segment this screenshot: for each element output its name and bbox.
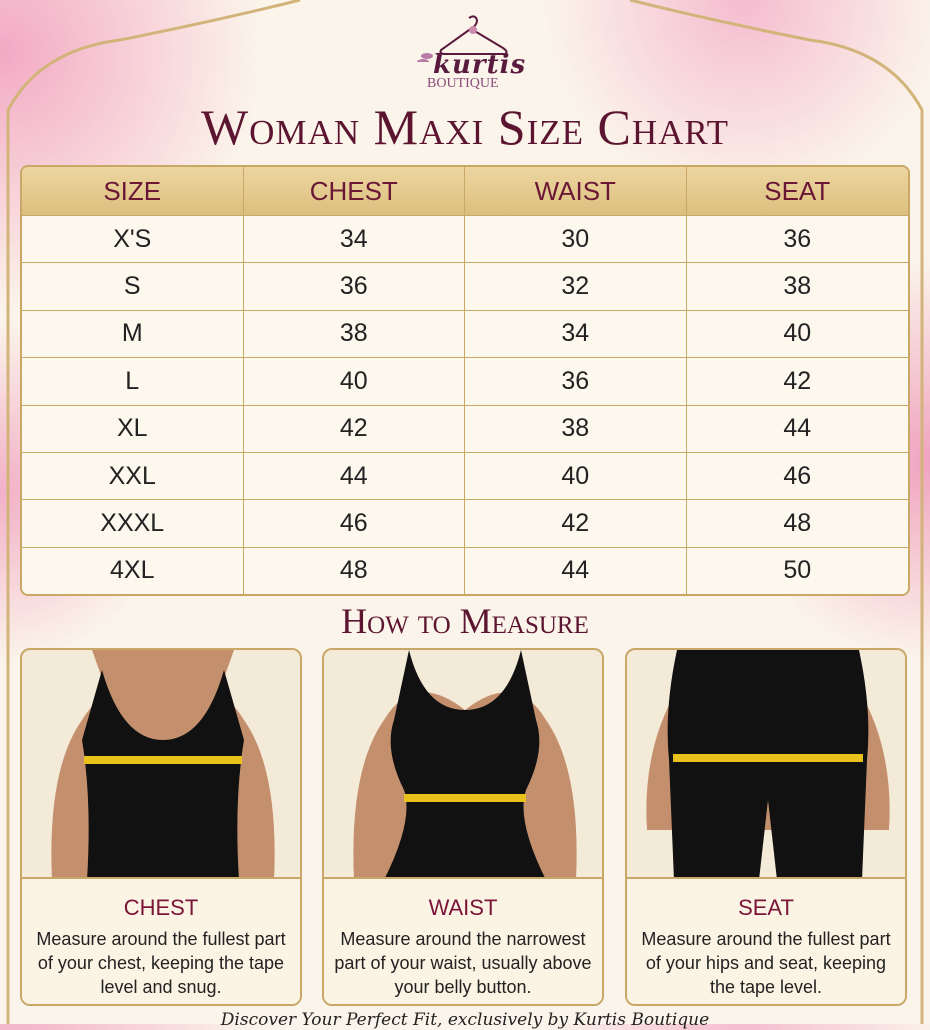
cell-chest: 40 — [243, 357, 465, 405]
cell-chest: 48 — [243, 546, 465, 595]
cell-seat: 40 — [686, 309, 908, 357]
cell-size: L — [22, 357, 244, 405]
cell-waist: 38 — [465, 404, 687, 452]
table-row: XXL 44 40 46 — [22, 451, 908, 500]
measure-card-waist: WAIST Measure around the narrowest part o… — [322, 648, 604, 1006]
cell-size: M — [22, 309, 244, 358]
card-label: CHEST — [123, 895, 199, 920]
card-text: Measure around the fullest part of your … — [641, 929, 891, 997]
header-seat: SEAT — [686, 167, 908, 215]
cell-chest: 34 — [243, 215, 465, 263]
cell-waist: 44 — [465, 546, 687, 595]
how-to-measure-title: How to Measure — [341, 601, 589, 641]
cell-waist: 42 — [465, 499, 687, 547]
cell-size: S — [22, 262, 244, 310]
cell-seat: 48 — [686, 499, 908, 546]
header-waist: WAIST — [465, 167, 687, 215]
table-row: L 40 36 42 — [22, 357, 908, 405]
card-text: Measure around the fullest part of your … — [36, 929, 286, 997]
cell-seat: 38 — [686, 262, 908, 309]
cell-size: XL — [22, 404, 244, 452]
card-label: WAIST — [428, 895, 498, 920]
cell-chest: 38 — [243, 309, 465, 358]
cell-waist: 34 — [465, 309, 687, 358]
card-text: Measure around the narrowest part of you… — [334, 929, 592, 997]
brand-logo: kurtis BOUTIQUE — [405, 12, 525, 92]
table-row: M 38 34 40 — [22, 309, 908, 358]
cell-waist: 40 — [465, 451, 687, 500]
cell-seat: 42 — [686, 357, 908, 404]
cell-seat: 50 — [686, 546, 908, 594]
table-header-row: SIZE CHEST WAIST SEAT — [22, 167, 908, 215]
cell-chest: 46 — [243, 499, 465, 547]
cell-size: 4XL — [22, 546, 244, 595]
cell-chest: 36 — [243, 262, 465, 310]
measure-card-chest: CHEST Measure around the fullest part of … — [20, 648, 302, 1006]
table-row: XL 42 38 44 — [22, 404, 908, 452]
header-size: SIZE — [22, 167, 244, 215]
cell-seat: 36 — [686, 215, 908, 262]
page-title: Woman Maxi Size Chart — [200, 99, 730, 155]
waist-illustration — [353, 650, 577, 880]
cell-chest: 42 — [243, 404, 465, 452]
footer-tagline: Discover Your Perfect Fit, exclusively b… — [220, 1010, 710, 1030]
cell-size: X'S — [22, 215, 244, 263]
table-row: XXXL 46 42 48 — [22, 499, 908, 547]
chest-illustration — [51, 650, 275, 880]
cell-waist: 32 — [465, 262, 687, 310]
table-row: X'S 34 30 36 — [22, 215, 908, 263]
card-label: SEAT — [738, 895, 794, 920]
header-chest: CHEST — [243, 167, 465, 215]
cell-seat: 44 — [686, 404, 908, 452]
logo-sub: BOUTIQUE — [427, 76, 499, 91]
cell-waist: 36 — [465, 357, 687, 405]
cell-waist: 30 — [465, 215, 687, 263]
cell-chest: 44 — [243, 451, 465, 500]
size-table: SIZE CHEST WAIST SEAT X'S 34 30 36 S 36 32 38 M 3… — [20, 165, 910, 597]
seat-illustration — [646, 650, 890, 880]
table-row: 4XL 48 44 50 — [22, 546, 908, 595]
measure-card-seat: SEAT Measure around the fullest part of y… — [625, 648, 907, 1006]
table-row: S 36 32 38 — [22, 262, 908, 310]
cell-size: XXL — [22, 451, 244, 500]
cell-seat: 46 — [686, 451, 908, 499]
cell-size: XXXL — [22, 499, 244, 547]
logo-brand: kurtis — [433, 50, 527, 80]
